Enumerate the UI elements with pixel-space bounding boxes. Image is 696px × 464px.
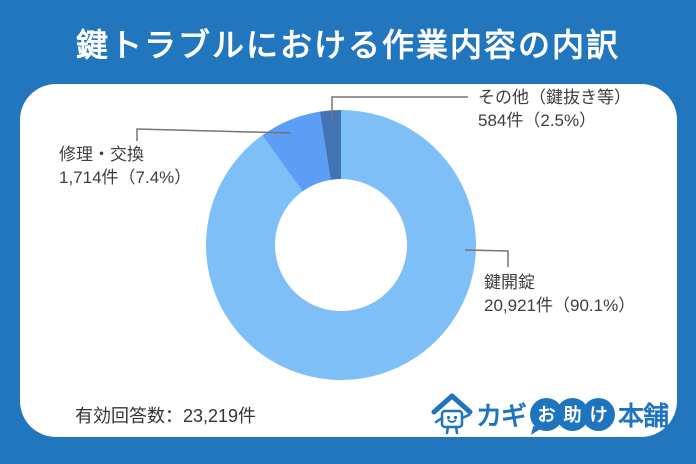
annotation-unlock-value: 20,921件（90.1%） (484, 296, 636, 315)
annotation-other: その他（鍵抜き等） 584件（2.5%） (478, 86, 631, 132)
donut-slice-1 (262, 111, 331, 192)
donut-slice-0 (206, 110, 477, 380)
total-responses: 有効回答数：23,219件 (75, 406, 257, 426)
donut-slices (206, 110, 477, 380)
page-title: 鍵トラブルにおける作業内容の内訳 (75, 27, 620, 63)
annotation-other-label: その他（鍵抜き等） (478, 88, 631, 107)
donut-slice-2 (319, 110, 341, 180)
annotation-repair-label: 修理・交換 (59, 145, 144, 164)
logo-text-kagi: カギ (476, 400, 527, 431)
logo-bubble: お 助 け (530, 397, 616, 437)
annotation-unlock-label: 鍵開錠 (484, 273, 535, 292)
logo: カギ お 助 け 本舗 (428, 389, 669, 439)
leader-line-other (331, 96, 468, 121)
annotation-unlock: 鍵開錠 20,921件（90.1%） (484, 271, 635, 317)
logo-text-honpo: 本舗 (618, 400, 669, 431)
logo-bubble-char: 助 (556, 397, 590, 431)
leader-line-unlock (464, 249, 509, 267)
bubble-tail (531, 425, 542, 437)
annotation-repair-value: 1,714件（7.4%） (59, 168, 192, 187)
annotation-other-value: 584件（2.5%） (478, 111, 597, 130)
house-mascot-icon (431, 393, 473, 435)
annotation-repair: 修理・交換 1,714件（7.4%） (59, 143, 191, 189)
leader-line-repair (136, 128, 292, 141)
